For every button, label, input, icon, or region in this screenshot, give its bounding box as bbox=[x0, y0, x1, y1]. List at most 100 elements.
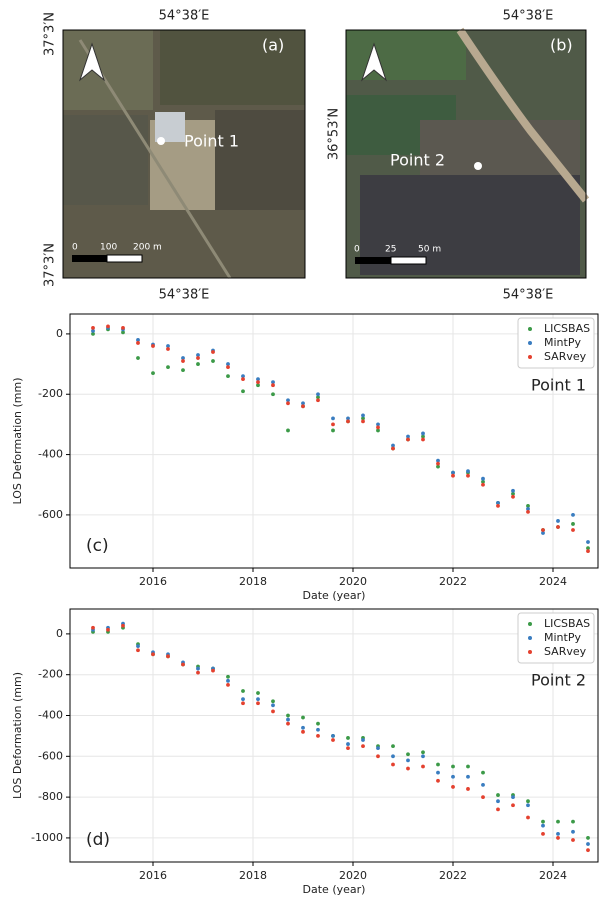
point bbox=[151, 344, 155, 348]
point-marker bbox=[157, 137, 165, 145]
point bbox=[361, 744, 365, 748]
y-axis-label: LOS Deformation (mm) bbox=[11, 377, 24, 504]
point bbox=[391, 447, 395, 451]
lat-label: 37°3′N bbox=[43, 243, 58, 287]
point bbox=[136, 341, 140, 345]
point bbox=[181, 663, 185, 667]
point bbox=[256, 701, 260, 705]
point bbox=[511, 803, 515, 807]
point bbox=[166, 365, 170, 369]
point bbox=[166, 347, 170, 351]
panel-label: (c) bbox=[86, 536, 109, 556]
point bbox=[556, 836, 560, 840]
point bbox=[271, 710, 275, 714]
point bbox=[301, 730, 305, 734]
scale-label: 200 m bbox=[133, 243, 162, 253]
y-tick-label: -1000 bbox=[31, 831, 63, 844]
point bbox=[316, 392, 320, 396]
point bbox=[421, 750, 425, 754]
point bbox=[241, 377, 245, 381]
point bbox=[331, 738, 335, 742]
point-label: Point 1 bbox=[184, 132, 239, 151]
point bbox=[586, 848, 590, 852]
point bbox=[421, 438, 425, 442]
point bbox=[271, 703, 275, 707]
scale-bar bbox=[72, 255, 107, 262]
point bbox=[586, 836, 590, 840]
point bbox=[286, 714, 290, 718]
y-tick-label: 0 bbox=[56, 627, 63, 640]
point bbox=[556, 820, 560, 824]
point bbox=[346, 419, 350, 423]
y-tick-label: -200 bbox=[38, 387, 63, 400]
point bbox=[226, 365, 230, 369]
x-axis-label: Date (year) bbox=[303, 589, 366, 602]
point bbox=[361, 419, 365, 423]
field bbox=[215, 110, 305, 210]
y-tick-label: 0 bbox=[56, 327, 63, 340]
legend-marker bbox=[528, 622, 532, 626]
point bbox=[211, 669, 215, 673]
point bbox=[316, 734, 320, 738]
point bbox=[91, 326, 95, 330]
panel-label: (d) bbox=[86, 830, 110, 850]
x-tick-label: 2018 bbox=[239, 869, 267, 882]
scale-label: 50 m bbox=[418, 245, 441, 255]
x-tick-label: 2022 bbox=[439, 575, 467, 588]
point bbox=[286, 429, 290, 433]
point bbox=[226, 675, 230, 679]
scale-label: 0 bbox=[354, 245, 360, 255]
point bbox=[526, 510, 530, 514]
field bbox=[63, 30, 153, 110]
legend-label: SARvey bbox=[544, 645, 587, 658]
point bbox=[556, 519, 560, 523]
point bbox=[421, 432, 425, 436]
point bbox=[376, 746, 380, 750]
point bbox=[241, 701, 245, 705]
lon-label: 54°38′E bbox=[159, 9, 210, 24]
point bbox=[211, 350, 215, 354]
point bbox=[451, 785, 455, 789]
legend-marker bbox=[528, 327, 532, 331]
point bbox=[571, 522, 575, 526]
lon-label: 54°38′E bbox=[503, 288, 554, 303]
point-marker bbox=[474, 162, 482, 170]
point bbox=[136, 644, 140, 648]
point bbox=[226, 374, 230, 378]
point bbox=[346, 746, 350, 750]
point bbox=[406, 438, 410, 442]
y-tick-label: -600 bbox=[38, 508, 63, 521]
lon-label: 54°38′E bbox=[159, 288, 210, 303]
point bbox=[331, 416, 335, 420]
point bbox=[556, 525, 560, 529]
x-tick-label: 2022 bbox=[439, 869, 467, 882]
point bbox=[586, 842, 590, 846]
point bbox=[451, 765, 455, 769]
point bbox=[436, 779, 440, 783]
point bbox=[496, 793, 500, 797]
annotation: Point 1 bbox=[531, 376, 586, 395]
point bbox=[271, 392, 275, 396]
point bbox=[451, 775, 455, 779]
point bbox=[586, 549, 590, 553]
point bbox=[436, 462, 440, 466]
point bbox=[376, 754, 380, 758]
point bbox=[436, 771, 440, 775]
point bbox=[421, 765, 425, 769]
x-tick-label: 2020 bbox=[339, 575, 367, 588]
point bbox=[556, 832, 560, 836]
point bbox=[466, 787, 470, 791]
legend-label: LICSBAS bbox=[544, 322, 590, 335]
point bbox=[421, 754, 425, 758]
panel-label: (a) bbox=[262, 36, 284, 55]
scale-bar bbox=[355, 257, 391, 264]
point bbox=[466, 474, 470, 478]
point bbox=[481, 795, 485, 799]
point bbox=[91, 626, 95, 630]
point bbox=[466, 765, 470, 769]
point bbox=[496, 807, 500, 811]
point bbox=[331, 734, 335, 738]
y-tick-label: -200 bbox=[38, 668, 63, 681]
panel-label: (b) bbox=[550, 36, 573, 55]
point bbox=[196, 671, 200, 675]
